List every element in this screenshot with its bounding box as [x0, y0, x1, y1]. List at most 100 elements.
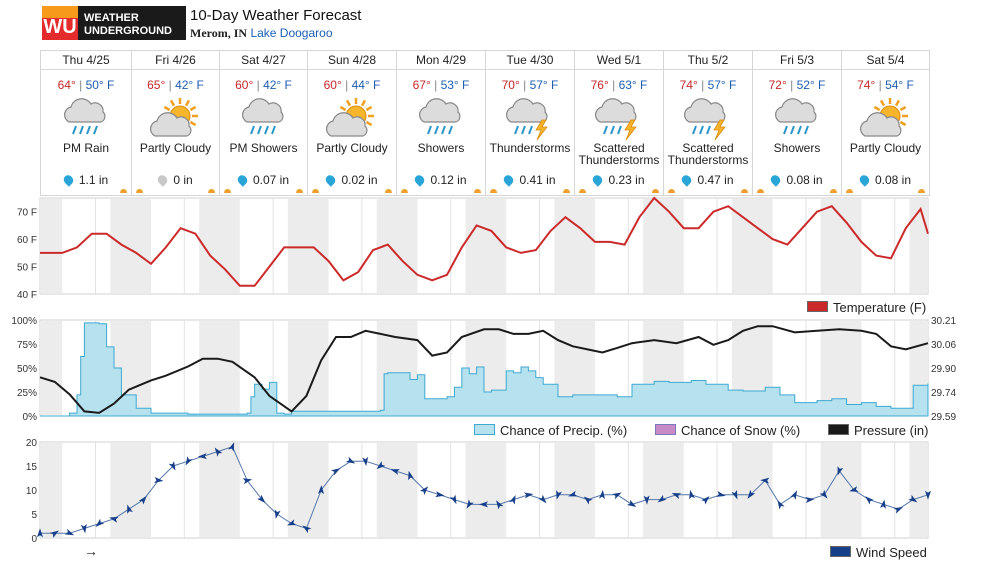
low-temp: 57° F [707, 78, 737, 92]
day-column[interactable]: Thu 5/2 74° | 57° F Scattered Thunderstor… [663, 51, 752, 195]
day-temps: 64° | 50° F [57, 78, 115, 92]
wind-direction-marker [64, 528, 75, 536]
wind-direction-marker [197, 453, 207, 460]
wind-direction-marker [716, 491, 726, 497]
day-column[interactable]: Fri 5/3 72° | 52° F Showers 0.08 in [752, 51, 841, 195]
wind-tick-label: 15 [26, 462, 38, 473]
day-column[interactable]: Tue 4/30 70° | 57° F Thunderstorms 0.41 in [485, 51, 574, 195]
showers-icon [418, 98, 461, 135]
day-column[interactable]: Sat 5/4 74° | 54° F Partly Cloudy 0.08 in [841, 51, 929, 195]
legend-label-temperature: Temperature (F) [833, 300, 927, 315]
day-name: Wed 5/1 [575, 51, 663, 70]
daily-forecast-strip: Thu 4/25 64° | 50° F PM Rain 1.1 in Fri 4/2… [40, 50, 930, 196]
legend-swatch-wind [830, 546, 851, 557]
high-temp: 67° [412, 78, 431, 92]
precip-amount: 0.47 in [664, 173, 752, 187]
partly-cloudy-icon [325, 98, 374, 137]
legend-wind: Wind Speed [830, 545, 927, 560]
city-name: Merom, IN [190, 26, 248, 40]
pressure-tick-label: 30.21 [931, 316, 956, 327]
svg-text:WU: WU [43, 16, 76, 38]
wind-direction-marker [419, 486, 429, 495]
wind-direction-marker [362, 456, 369, 467]
wind-direction-marker [805, 497, 815, 504]
day-temps: 76° | 63° F [590, 78, 648, 92]
wind-tick-label: 0 [31, 534, 37, 545]
wind-direction-marker [37, 528, 43, 538]
precip-amount: 0.08 in [753, 173, 841, 187]
precip-amount: 0 in [132, 173, 219, 187]
day-column[interactable]: Mon 4/29 67° | 53° F Showers 0.12 in [396, 51, 485, 195]
day-column[interactable]: Sat 4/27 60° | 42° F PM Showers 0.07 in [219, 51, 307, 195]
wind-direction-marker [435, 491, 445, 498]
wind-direction-marker [701, 496, 710, 505]
day-temps: 74° | 57° F [679, 78, 737, 92]
station-link[interactable]: Lake Doogaroo [250, 26, 333, 40]
wind-direction-marker [777, 500, 785, 510]
wind-direction-marker [689, 489, 695, 500]
day-name: Fri 4/26 [132, 51, 219, 70]
precip-tick-label: 75% [17, 340, 37, 351]
day-name: Tue 4/30 [486, 51, 574, 70]
rain-icon [63, 98, 106, 135]
precip-value: 0 in [173, 173, 193, 187]
low-temp: 44° F [351, 78, 381, 92]
wind-direction-marker [509, 495, 516, 505]
wind-direction-marker [242, 478, 253, 485]
high-temp: 64° [57, 78, 76, 92]
wind-direction-marker [185, 456, 193, 466]
precip-value: 0.07 in [252, 173, 290, 187]
day-name: Sat 4/27 [220, 51, 307, 70]
wind-direction-marker [331, 468, 341, 476]
precip-amount: 0.07 in [220, 173, 307, 187]
wind-direction-marker [731, 489, 738, 500]
scroll-right-arrow[interactable]: → [84, 543, 98, 559]
showers-icon [241, 98, 283, 135]
wind-direction-marker [893, 507, 903, 514]
wind-direction-marker [109, 516, 119, 523]
day-column[interactable]: Thu 4/25 64° | 50° F PM Rain 1.1 in [41, 51, 131, 195]
condition-label: Partly Cloudy [849, 141, 922, 155]
night-band [110, 443, 151, 537]
sunrise-icon [579, 189, 586, 193]
wind-direction-marker [376, 461, 386, 470]
sunset-icon [652, 189, 659, 193]
wind-direction-marker [568, 490, 578, 497]
night-band [643, 443, 684, 537]
day-column[interactable]: Sun 4/28 60° | 44° F Partly Cloudy 0.02 in [307, 51, 396, 195]
high-temp: 74° [679, 78, 698, 92]
wind-direction-marker [819, 489, 828, 499]
wu-logo-mark: WU WEATHER UNDERGROUND [42, 6, 172, 40]
high-temp: 76° [590, 78, 609, 92]
night-band [110, 199, 151, 293]
sunrise-icon [668, 189, 675, 193]
precip-tick-label: 25% [17, 388, 37, 399]
wind-direction-marker [671, 493, 682, 500]
wind-direction-marker [286, 519, 297, 526]
showers-icon [774, 98, 817, 135]
wind-direction-marker [849, 486, 859, 492]
precip-value: 0.12 in [430, 173, 467, 187]
night-band [287, 321, 329, 415]
condition-label: PM Showers [229, 141, 298, 155]
low-temp: 52° F [796, 78, 826, 92]
location: Merom, IN Lake Doogaroo [190, 26, 333, 41]
legend-swatch-snow [655, 424, 676, 435]
legend-label-precip: Chance of Precip. (%) [500, 423, 628, 438]
temp-tick-label: 60 F [17, 235, 37, 246]
day-name: Thu 4/25 [41, 51, 131, 70]
sunrise-icon [757, 189, 764, 193]
partly-cloudy-icon [149, 98, 198, 137]
sunset-icon [918, 189, 925, 193]
precip-amount: 1.1 in [41, 173, 131, 187]
night-band [465, 443, 507, 537]
legend-swatch-precip [474, 424, 495, 435]
night-band [465, 199, 507, 293]
wind-direction-marker [538, 494, 547, 504]
day-column[interactable]: Fri 4/26 65° | 42° F Partly Cloudy 0 in [131, 51, 219, 195]
high-temp: 60° [323, 78, 342, 92]
weather-underground-logo[interactable]: WU WEATHER UNDERGROUND [42, 6, 186, 40]
day-column[interactable]: Wed 5/1 76° | 63° F Scattered Thunderstor… [574, 51, 663, 195]
condition-label: Thunderstorms [489, 141, 571, 155]
high-temp: 60° [235, 78, 254, 92]
